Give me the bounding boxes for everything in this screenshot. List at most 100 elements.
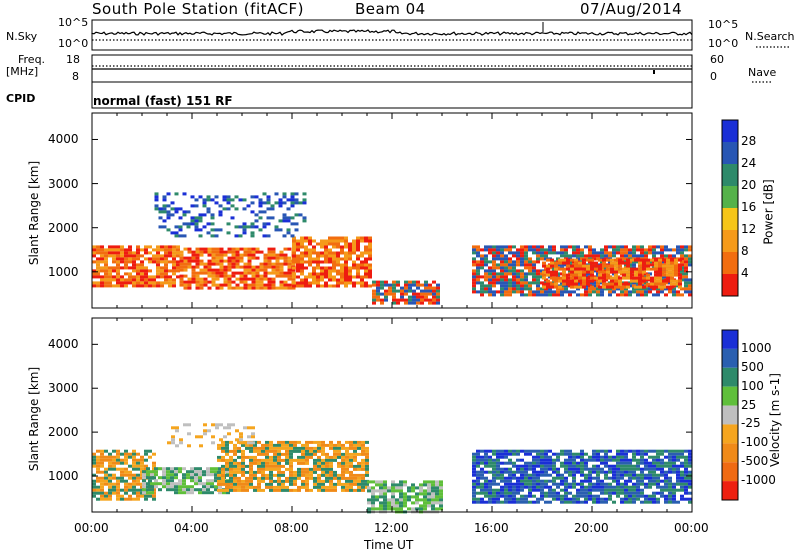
- power-cell: [263, 286, 268, 290]
- power-cell: [230, 204, 235, 208]
- velocity-cell: [365, 470, 369, 474]
- power-cell: [524, 245, 528, 249]
- velocity-cell: [345, 488, 349, 492]
- power-cell: [656, 290, 660, 294]
- power-cell: [546, 267, 550, 271]
- velocity-cell: [564, 452, 568, 456]
- power-cell: [199, 277, 204, 281]
- power-cell: [100, 248, 104, 252]
- velocity-cell: [387, 498, 391, 502]
- power-ylabel: Slant Range [km]: [27, 160, 42, 266]
- velocity-cell: [150, 485, 154, 489]
- power-cell: [332, 284, 336, 288]
- velocity-cell: [572, 485, 576, 489]
- power-colorbar-tick: 8: [741, 244, 749, 258]
- power-cell: [328, 257, 332, 261]
- power-cell: [598, 264, 602, 268]
- power-cell: [602, 282, 606, 286]
- velocity-cell: [329, 476, 333, 480]
- power-cell: [480, 257, 484, 261]
- power-cell: [156, 266, 160, 270]
- velocity-cell: [178, 479, 182, 483]
- power-cell: [324, 275, 328, 279]
- velocity-cell: [124, 497, 128, 501]
- velocity-cell: [309, 488, 313, 492]
- velocity-cell: [435, 492, 439, 496]
- velocity-cell: [608, 464, 612, 468]
- velocity-cell: [152, 452, 156, 456]
- power-cell: [666, 270, 670, 274]
- velocity-cell: [162, 482, 166, 486]
- velocity-cell: [214, 479, 218, 483]
- velocity-cell: [684, 485, 688, 489]
- power-cell: [202, 204, 207, 208]
- velocity-cell: [361, 452, 365, 456]
- power-cell: [304, 248, 308, 252]
- velocity-cell: [419, 486, 423, 490]
- velocity-cell: [652, 473, 656, 477]
- power-cell: [340, 245, 344, 249]
- velocity-cell: [341, 482, 345, 486]
- power-cell: [376, 292, 380, 296]
- velocity-cell: [528, 485, 532, 489]
- power-cell: [144, 275, 148, 279]
- power-cell: [516, 275, 520, 279]
- velocity-cell: [632, 488, 636, 492]
- power-cell: [291, 277, 296, 281]
- power-cell: [222, 207, 227, 211]
- power-cell: [207, 250, 212, 254]
- power-cell: [540, 290, 544, 294]
- velocity-cell: [648, 500, 652, 504]
- power-cell: [195, 247, 200, 251]
- velocity-cell: [431, 483, 435, 487]
- velocity-cell: [427, 489, 431, 493]
- velocity-cell: [680, 476, 684, 480]
- power-cell: [312, 272, 316, 276]
- velocity-cell: [548, 473, 552, 477]
- power-cell: [578, 267, 582, 271]
- power-cell: [368, 239, 372, 243]
- power-cell: [291, 286, 296, 290]
- velocity-cell: [472, 464, 476, 468]
- power-cell: [116, 281, 120, 285]
- velocity-cell: [520, 464, 524, 468]
- power-cell: [392, 289, 396, 293]
- power-cell: [170, 213, 175, 217]
- velocity-cell: [427, 480, 431, 484]
- velocity-cell: [100, 458, 104, 462]
- velocity-cell: [132, 497, 136, 501]
- velocity-cell: [488, 458, 492, 462]
- power-cell: [140, 266, 144, 270]
- power-cell: [168, 281, 172, 285]
- power-cell: [168, 269, 172, 273]
- power-cell: [532, 260, 536, 264]
- power-cell: [332, 278, 336, 282]
- velocity-cell: [536, 485, 540, 489]
- power-cell: [235, 250, 240, 254]
- velocity-cell: [624, 494, 628, 498]
- power-cell: [116, 266, 120, 270]
- velocity-cell: [140, 458, 144, 462]
- power-cell: [235, 262, 240, 266]
- power-cell: [308, 260, 312, 264]
- velocity-cell: [325, 464, 329, 468]
- power-cell: [190, 216, 195, 220]
- power-cell: [508, 269, 512, 273]
- velocity-cell: [124, 470, 128, 474]
- velocity-cell: [305, 449, 309, 453]
- velocity-cell: [241, 443, 245, 447]
- power-cell: [674, 270, 678, 274]
- power-cell: [646, 282, 650, 286]
- velocity-cell: [371, 480, 375, 484]
- power-cell: [100, 278, 104, 282]
- velocity-cell: [281, 479, 285, 483]
- power-cell: [132, 269, 136, 273]
- power-cell: [128, 266, 132, 270]
- power-cell: [316, 278, 320, 282]
- velocity-cell: [265, 467, 269, 471]
- power-cell: [540, 245, 544, 249]
- velocity-cell: [261, 458, 265, 462]
- power-cell: [300, 284, 304, 288]
- power-cell: [239, 259, 244, 263]
- power-cell: [296, 239, 300, 243]
